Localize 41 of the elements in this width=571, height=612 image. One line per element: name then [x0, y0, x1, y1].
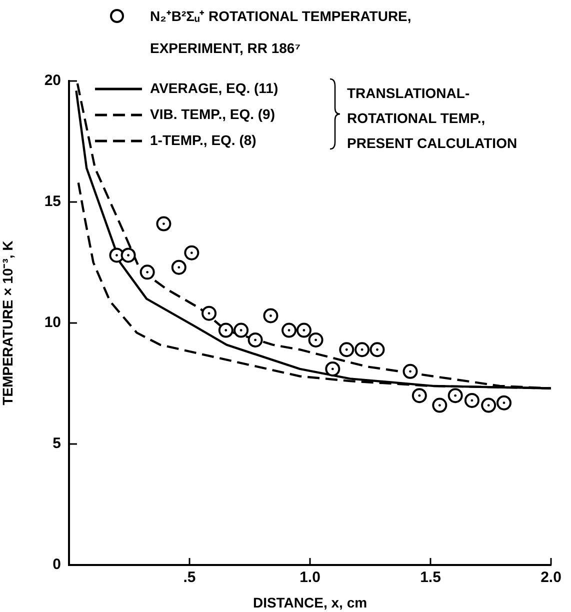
- point: [282, 322, 297, 338]
- y-tick-label: 5: [52, 435, 61, 452]
- point: [412, 388, 427, 404]
- point: [448, 388, 463, 404]
- y-tick-label: 20: [44, 72, 61, 90]
- point: [263, 308, 278, 324]
- point: [171, 260, 186, 275]
- legend-label: 1-TEMP., EQ. (8): [150, 132, 256, 149]
- point: [140, 264, 155, 280]
- point: [234, 322, 249, 338]
- point: [481, 398, 496, 413]
- y-tick-label: 10: [44, 314, 61, 332]
- y-axis-title: TEMPERATURE × 10⁻³, K: [0, 240, 16, 406]
- point: [184, 245, 200, 260]
- point: [202, 306, 217, 321]
- point: [296, 322, 312, 338]
- point: [308, 332, 324, 348]
- point: [370, 342, 385, 358]
- y-tick-label: 0: [52, 556, 61, 574]
- point: [218, 322, 234, 338]
- point: [248, 332, 263, 348]
- x-tick-label: 2.0: [540, 569, 562, 586]
- x-tick-label: 1.0: [300, 569, 320, 586]
- point: [496, 395, 512, 410]
- x-tick-label: 1.5: [420, 569, 441, 586]
- point: [464, 392, 480, 408]
- point: [354, 342, 370, 358]
- legend-label: AVERAGE, EQ. (11): [150, 80, 278, 97]
- y-tick-label: 15: [44, 193, 61, 210]
- annotation: TRANSLATIONAL-ROTATIONAL TEMP., PRESENT CALCULATION: [347, 84, 518, 153]
- point: [325, 361, 340, 376]
- point: [432, 398, 448, 413]
- point: [339, 342, 354, 358]
- x-axis-title: DISTANCE, x, cm: [252, 594, 368, 610]
- legend-label: VIB. TEMP., EQ. (9): [150, 106, 275, 123]
- x-tick-label: .5: [183, 569, 196, 586]
- point: [109, 248, 124, 263]
- point: [156, 216, 172, 232]
- legend-label: N₂⁺B²Σᵤ⁺ ROTATIONAL TEMPERATURE, EXPERIMENT, RR 186⁷: [150, 7, 412, 58]
- point: [120, 248, 136, 263]
- point: [402, 364, 418, 379]
